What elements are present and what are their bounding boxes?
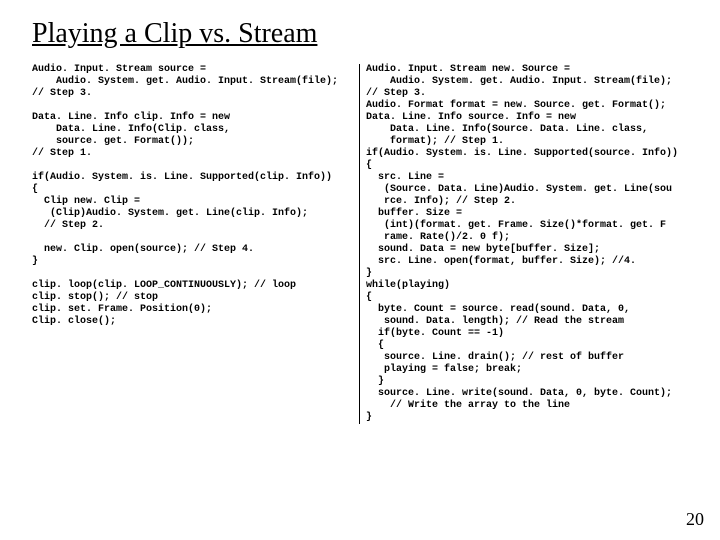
code-line: Data. Line. Info(Source. Data. Line. cla… <box>366 124 648 135</box>
page-number: 20 <box>686 509 704 530</box>
code-line: { <box>32 184 38 195</box>
code-line: byte. Count = source. read(sound. Data, … <box>366 304 630 315</box>
code-line: (int)(format. get. Frame. Size()*format.… <box>366 220 666 231</box>
code-line: { <box>366 160 372 171</box>
code-line: source. Line. write(sound. Data, 0, byte… <box>366 388 672 399</box>
slide-title: Playing a Clip vs. Stream <box>32 18 688 50</box>
code-line: if(byte. Count == -1) <box>366 328 504 339</box>
code-line: // Step 3. <box>366 88 426 99</box>
code-line: clip. set. Frame. Position(0); <box>32 304 212 315</box>
code-line: clip. loop(clip. LOOP_CONTINUOUSLY); // … <box>32 280 296 291</box>
code-line: { <box>366 340 384 351</box>
code-line: Audio. System. get. Audio. Input. Stream… <box>32 76 338 87</box>
code-line: Data. Line. Info source. Info = new <box>366 112 576 123</box>
code-line: source. Line. drain(); // rest of buffer <box>366 352 624 363</box>
code-line: } <box>366 376 384 387</box>
code-line: (Clip)Audio. System. get. Line(clip. Inf… <box>32 208 308 219</box>
code-line: // Step 2. <box>32 220 104 231</box>
code-line: Data. Line. Info clip. Info = new <box>32 112 230 123</box>
code-line: { <box>366 292 372 303</box>
code-line: } <box>366 412 372 423</box>
code-line: rce. Info); // Step 2. <box>366 196 516 207</box>
code-line: } <box>32 256 38 267</box>
code-line: (Source. Data. Line)Audio. System. get. … <box>366 184 672 195</box>
code-line: Audio. System. get. Audio. Input. Stream… <box>366 76 672 87</box>
code-line: buffer. Size = <box>366 208 462 219</box>
code-line: } <box>366 268 372 279</box>
code-line: src. Line = <box>366 172 444 183</box>
code-line: Audio. Input. Stream source = <box>32 64 206 75</box>
code-line: Clip. close(); <box>32 316 116 327</box>
code-line: Audio. Format format = new. Source. get.… <box>366 100 666 111</box>
slide: Playing a Clip vs. Stream Audio. Input. … <box>0 0 720 540</box>
code-line: if(Audio. System. is. Line. Supported(so… <box>366 148 678 159</box>
code-line: sound. Data. length); // Read the stream <box>366 316 624 327</box>
code-line: playing = false; break; <box>366 364 522 375</box>
code-line: format); // Step 1. <box>366 136 504 147</box>
code-line: rame. Rate()/2. 0 f); <box>366 232 510 243</box>
code-right-column: Audio. Input. Stream new. Source = Audio… <box>360 64 688 424</box>
code-line: clip. stop(); // stop <box>32 292 158 303</box>
code-left-column: Audio. Input. Stream source = Audio. Sys… <box>32 64 360 424</box>
code-line: new. Clip. open(source); // Step 4. <box>32 244 254 255</box>
code-line: // Step 1. <box>32 148 92 159</box>
code-line: while(playing) <box>366 280 450 291</box>
code-line: Audio. Input. Stream new. Source = <box>366 64 570 75</box>
code-line: Data. Line. Info(Clip. class, <box>32 124 230 135</box>
code-line: // Write the array to the line <box>366 400 570 411</box>
code-columns: Audio. Input. Stream source = Audio. Sys… <box>32 64 688 424</box>
code-line: src. Line. open(format, buffer. Size); /… <box>366 256 636 267</box>
code-line: source. get. Format()); <box>32 136 194 147</box>
code-line: Clip new. Clip = <box>32 196 140 207</box>
code-line: // Step 3. <box>32 88 92 99</box>
code-line: sound. Data = new byte[buffer. Size]; <box>366 244 600 255</box>
code-line: if(Audio. System. is. Line. Supported(cl… <box>32 172 332 183</box>
